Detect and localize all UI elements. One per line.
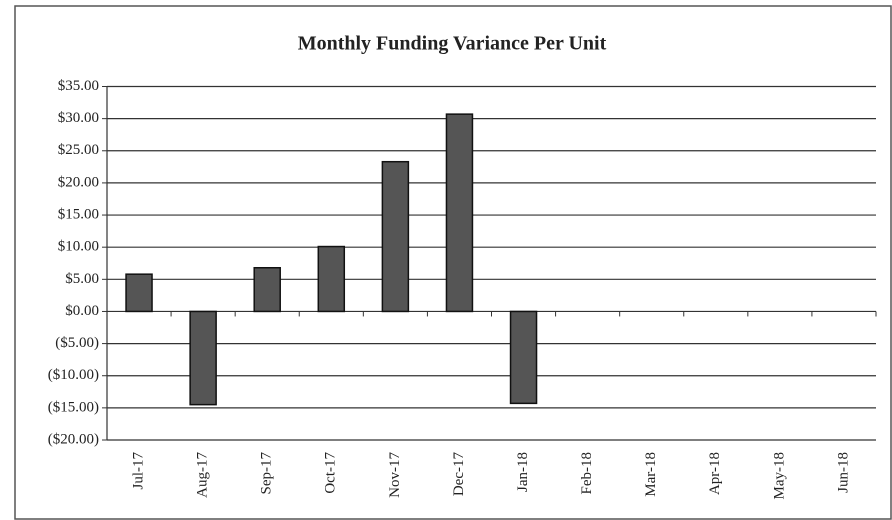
bar [381, 160, 410, 313]
x-tick-label: Jun-18 [835, 452, 851, 493]
chart-border [14, 5, 892, 520]
bar [253, 266, 281, 313]
x-tick-label: Aug-17 [195, 452, 211, 498]
y-tick-label: $30.00 [58, 110, 99, 126]
bar [189, 310, 217, 406]
bar [445, 113, 474, 313]
bar [317, 245, 346, 313]
x-tick-label: Jan-18 [515, 452, 531, 492]
y-tick-label: $35.00 [58, 78, 99, 94]
x-tick-label: Sep-17 [259, 452, 275, 495]
y-tick-label: ($10.00) [48, 367, 99, 383]
x-tick-label: Nov-17 [387, 452, 403, 498]
chart-title: Monthly Funding Variance Per Unit [298, 33, 607, 55]
x-tick-label: Jul-17 [130, 452, 146, 490]
y-tick-label: $0.00 [65, 303, 99, 319]
y-tick-label: $10.00 [58, 239, 99, 255]
y-tick-label: ($5.00) [55, 335, 99, 351]
y-tick-label: $5.00 [65, 271, 99, 287]
x-tick-label: Feb-18 [579, 452, 595, 495]
y-tick-label: ($20.00) [48, 431, 99, 447]
y-tick-label: $15.00 [58, 206, 99, 222]
bar [509, 310, 538, 405]
y-tick-label: $25.00 [58, 142, 99, 158]
x-tick-label: Mar-18 [643, 452, 659, 497]
x-tick-label: Apr-18 [707, 452, 723, 495]
y-tick-label: $20.00 [58, 174, 99, 190]
x-tick-label: Oct-17 [323, 452, 339, 494]
x-tick-label: Dec-17 [451, 452, 467, 497]
y-tick-label: ($15.00) [48, 399, 99, 415]
x-tick-label: May-18 [771, 452, 787, 500]
bar [125, 273, 153, 313]
